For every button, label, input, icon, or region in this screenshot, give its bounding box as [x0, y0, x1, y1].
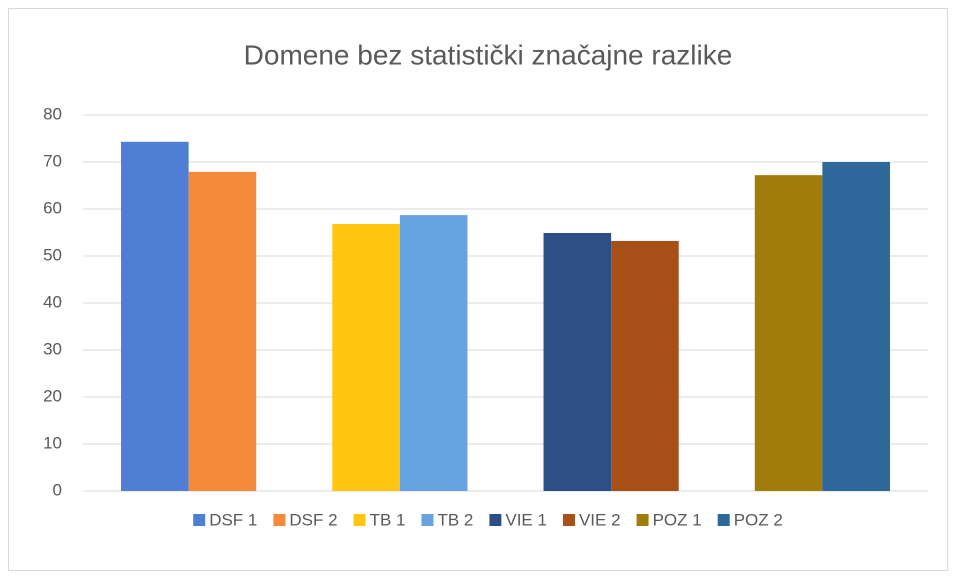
chart-title: Domene bez statistički značajne razlike [244, 39, 733, 70]
y-tick-label: 40 [43, 292, 62, 311]
legend-label: POZ 1 [653, 510, 702, 529]
bar [332, 224, 400, 492]
bar [188, 171, 257, 491]
y-tick-label: 70 [43, 151, 62, 170]
legend-label: DSF 2 [289, 510, 337, 529]
legend-swatch [421, 514, 434, 526]
y-tick-label: 50 [43, 245, 62, 264]
y-tick-label: 60 [43, 198, 62, 217]
legend-label: VIE 1 [505, 510, 547, 529]
y-tick-label: 80 [43, 104, 62, 123]
y-tick-label: 10 [43, 433, 62, 452]
legend-swatch [489, 514, 502, 526]
legend-swatch [193, 514, 206, 526]
legend-swatch [636, 514, 649, 526]
bar [121, 141, 189, 492]
legend-swatch [273, 514, 286, 526]
legend-swatch [562, 514, 575, 526]
legend-swatch [353, 514, 366, 526]
y-tick-label: 30 [43, 339, 62, 358]
legend-label: DSF 1 [209, 510, 257, 529]
legend-label: POZ 2 [734, 510, 783, 529]
bar [754, 175, 823, 491]
legend-label: VIE 2 [579, 510, 621, 529]
bar [543, 232, 612, 491]
bar [822, 162, 890, 491]
bar [611, 240, 679, 491]
legend-label: TB 2 [437, 510, 473, 529]
legend-label: TB 1 [370, 510, 406, 529]
y-tick-label: 20 [43, 386, 62, 405]
legend-swatch [717, 514, 730, 526]
bar [399, 215, 468, 492]
y-tick-label: 0 [53, 480, 62, 499]
